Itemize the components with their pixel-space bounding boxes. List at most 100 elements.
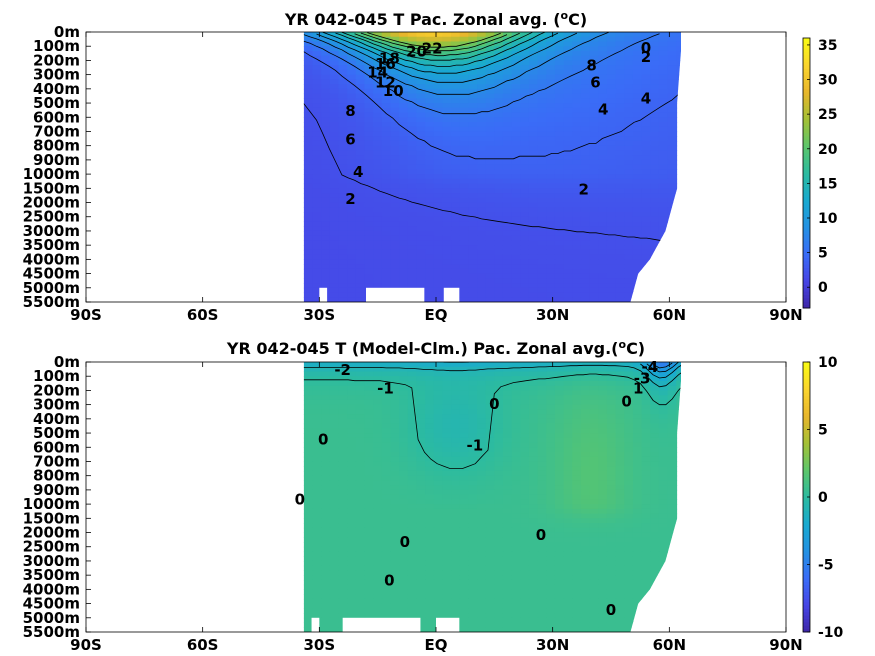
- heatmap-cell: [477, 414, 487, 420]
- heatmap-cell: [537, 456, 547, 463]
- heatmap-cell: [485, 235, 495, 242]
- heatmap-cell: [303, 584, 314, 590]
- heatmap-cell: [554, 126, 565, 133]
- heatmap-cell: [390, 485, 400, 491]
- heatmap-cell: [442, 74, 452, 80]
- heatmap-cell: [407, 589, 417, 595]
- heatmap-cell: [554, 452, 565, 458]
- heatmap-cell: [459, 542, 469, 548]
- colorbar-segment: [803, 233, 810, 238]
- heatmap-cell: [520, 414, 530, 420]
- heatmap-cell: [468, 565, 478, 572]
- heatmap-cell: [442, 155, 452, 161]
- heatmap-cell: [381, 112, 391, 118]
- heatmap-cell: [667, 122, 677, 128]
- heatmap-cell: [347, 273, 357, 279]
- heatmap-cell: [537, 504, 547, 510]
- heatmap-cell: [598, 456, 608, 463]
- heatmap-cell: [641, 376, 651, 382]
- heatmap-cell: [347, 551, 357, 557]
- heatmap-cell: [615, 565, 625, 572]
- heatmap-cell: [580, 174, 591, 180]
- heatmap-cell: [658, 93, 669, 99]
- heatmap-cell: [477, 240, 487, 246]
- heatmap-cell: [373, 366, 383, 373]
- heatmap-cell: [355, 489, 366, 496]
- heatmap-cell: [667, 254, 677, 260]
- heatmap-cell: [641, 69, 651, 76]
- heatmap-cell: [373, 140, 383, 147]
- heatmap-cell: [485, 385, 495, 392]
- heatmap-cell: [572, 584, 582, 590]
- heatmap-cell: [381, 249, 391, 256]
- heatmap-cell: [528, 93, 539, 99]
- heatmap-cell: [381, 122, 391, 128]
- heatmap-cell: [407, 575, 417, 581]
- heatmap-cell: [321, 41, 331, 47]
- heatmap-cell: [407, 371, 417, 377]
- heatmap-cell: [321, 283, 331, 289]
- heatmap-cell: [468, 117, 478, 123]
- heatmap-cell: [494, 221, 504, 227]
- heatmap-cell: [667, 409, 677, 415]
- heatmap-cell: [425, 126, 435, 133]
- heatmap-cell: [390, 145, 400, 152]
- heatmap-cell: [580, 494, 591, 500]
- heatmap-cell: [364, 437, 374, 444]
- heatmap-cell: [433, 513, 443, 519]
- heatmap-cell: [572, 240, 582, 246]
- heatmap-cell: [563, 249, 573, 256]
- heatmap-cell: [442, 117, 452, 123]
- heatmap-cell: [658, 103, 669, 109]
- heatmap-cell: [641, 380, 651, 387]
- heatmap-cell: [667, 287, 677, 294]
- contour-label: 2: [345, 190, 355, 208]
- heatmap-cell: [580, 69, 591, 76]
- heatmap-cell: [528, 240, 539, 246]
- heatmap-cell: [321, 470, 331, 477]
- heatmap-cell: [451, 551, 461, 557]
- heatmap-cell: [650, 575, 660, 581]
- heatmap-cell: [606, 380, 617, 387]
- heatmap-cell: [563, 150, 573, 156]
- heatmap-cell: [658, 518, 669, 524]
- x-tick-label: EQ: [425, 306, 448, 324]
- heatmap-cell: [494, 145, 504, 152]
- heatmap-cell: [477, 264, 487, 270]
- heatmap-cell: [468, 470, 478, 477]
- heatmap-cell: [303, 131, 314, 137]
- heatmap-cell: [624, 126, 634, 133]
- heatmap-cell: [347, 212, 357, 218]
- heatmap-cell: [347, 84, 357, 90]
- heatmap-cell: [303, 542, 314, 548]
- heatmap-cell: [485, 221, 495, 227]
- heatmap-cell: [347, 122, 357, 128]
- heatmap-cell: [399, 489, 409, 496]
- heatmap-cell: [615, 376, 625, 382]
- heatmap-cell: [433, 93, 443, 99]
- heatmap-cell: [589, 103, 599, 109]
- heatmap-cell: [589, 589, 599, 595]
- heatmap-cell: [537, 88, 547, 95]
- heatmap-cell: [459, 93, 469, 99]
- heatmap-cell: [641, 88, 651, 95]
- heatmap-cell: [364, 513, 374, 519]
- heatmap-cell: [528, 366, 539, 373]
- heatmap-cell: [390, 50, 400, 57]
- heatmap-cell: [563, 532, 573, 538]
- heatmap-cell: [676, 575, 681, 581]
- heatmap-cell: [546, 126, 556, 133]
- heatmap-cell: [494, 542, 504, 548]
- contour-label: 0: [641, 39, 651, 57]
- heatmap-cell: [425, 371, 435, 377]
- heatmap-cell: [598, 150, 608, 156]
- heatmap-cell: [451, 60, 461, 66]
- heatmap-cell: [632, 79, 643, 85]
- heatmap-cell: [520, 546, 530, 553]
- heatmap-cell: [632, 283, 643, 289]
- heatmap-cell: [442, 126, 452, 133]
- heatmap-cell: [546, 174, 556, 180]
- heatmap-cell: [303, 178, 314, 185]
- heatmap-cell: [598, 414, 608, 420]
- heatmap-cell: [502, 183, 513, 189]
